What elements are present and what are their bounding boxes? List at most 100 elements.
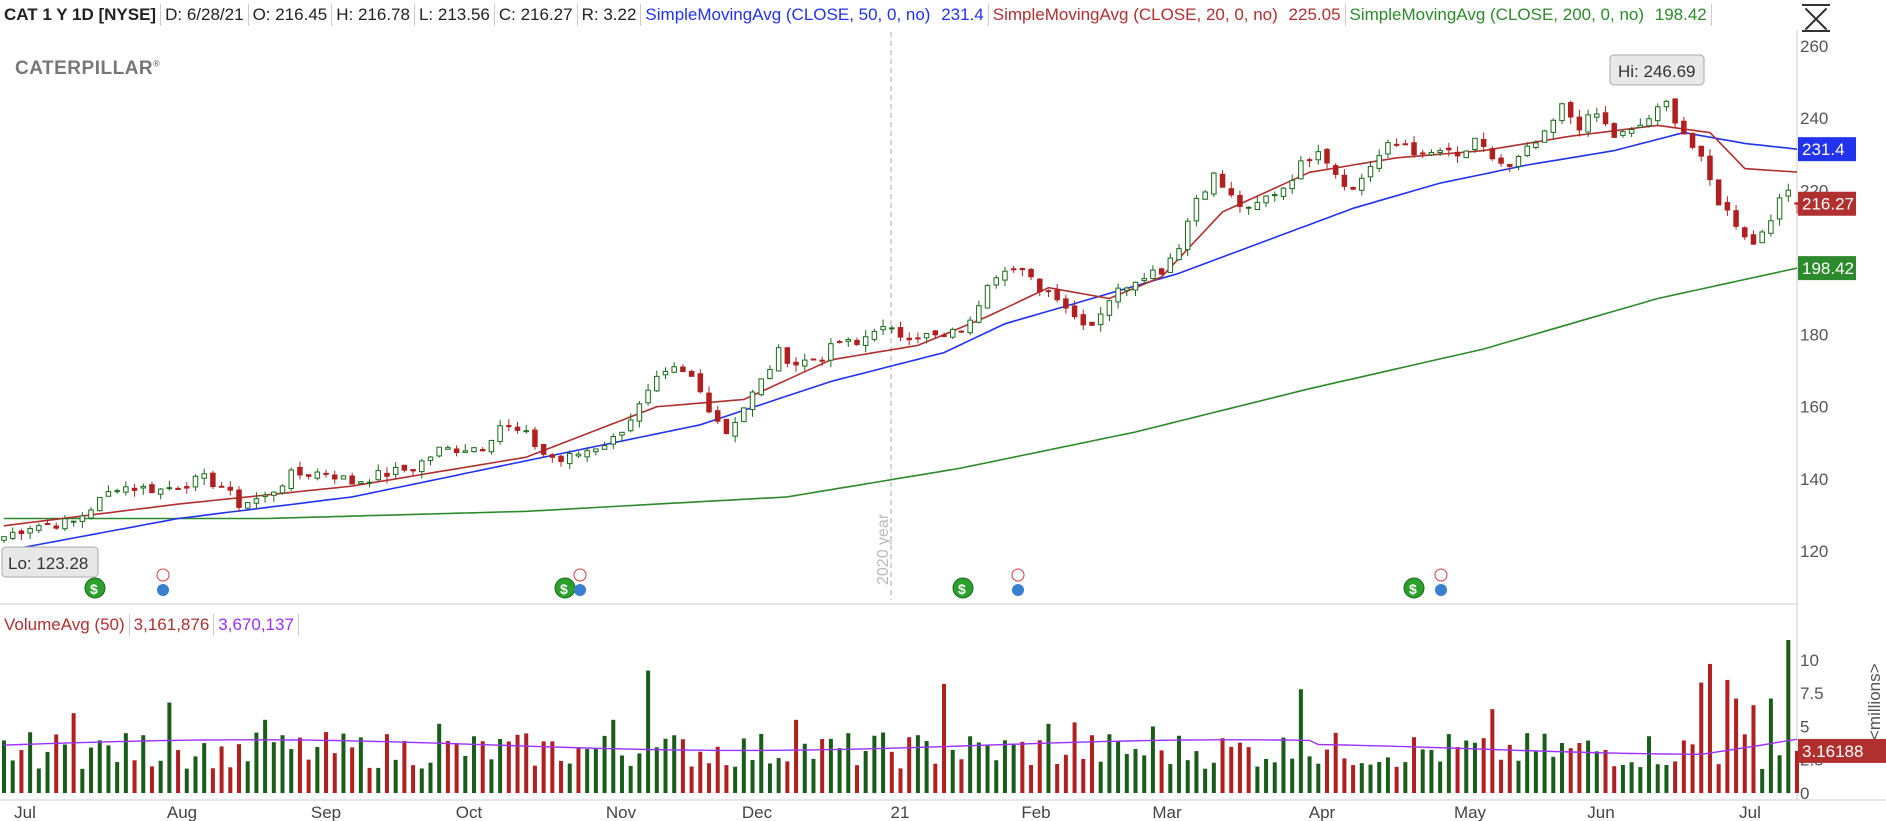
close-icon[interactable] xyxy=(1802,4,1830,32)
candle-body xyxy=(1672,98,1678,124)
candle-body xyxy=(1045,290,1052,293)
sma50-study[interactable]: SimpleMovingAvg (CLOSE, 50, 0, no) 231.4 xyxy=(641,4,989,26)
volume-bar xyxy=(472,736,477,793)
price-tick-label: 180 xyxy=(1800,326,1828,345)
candle-body xyxy=(1393,143,1400,146)
sma20-study[interactable]: SimpleMovingAvg (CLOSE, 20, 0, no) 225.0… xyxy=(989,4,1346,26)
candle-body xyxy=(1272,194,1278,197)
candle-body xyxy=(392,466,399,475)
volume-bar xyxy=(1237,742,1242,793)
candle-body xyxy=(288,469,294,489)
volume-bar xyxy=(445,740,450,793)
volume-bar xyxy=(611,719,616,793)
x-tick-label: Feb xyxy=(1021,803,1050,821)
volume-bar xyxy=(1081,758,1086,793)
volume-bar xyxy=(463,756,468,793)
dividend-icon-glyph: $ xyxy=(560,581,568,597)
sma50-label: SimpleMovingAvg (CLOSE, 50, 0, no) xyxy=(645,5,931,24)
volume-study-label[interactable]: VolumeAvg (50) xyxy=(0,614,130,636)
candle-body xyxy=(1698,145,1705,157)
volume-bar xyxy=(1116,740,1121,793)
volume-bar xyxy=(994,760,999,793)
volume-bar xyxy=(498,738,503,793)
candle-body xyxy=(340,475,347,480)
candle-body xyxy=(941,334,947,337)
sma200-study[interactable]: SimpleMovingAvg (CLOSE, 200, 0, no) 198.… xyxy=(1346,4,1712,26)
candle-body xyxy=(906,337,912,341)
volume-bar xyxy=(1246,747,1251,793)
candle-body xyxy=(802,359,808,367)
volume-bar xyxy=(1586,740,1591,793)
earnings-icon xyxy=(573,568,587,582)
volume-bar xyxy=(149,766,154,793)
candle-body xyxy=(1376,155,1382,169)
volume-bar xyxy=(1768,698,1773,793)
candle-body xyxy=(558,455,564,462)
volume-bar xyxy=(593,748,598,793)
candle-body xyxy=(749,391,756,411)
volume-tick-label: 5 xyxy=(1800,717,1809,736)
candle-body xyxy=(593,448,599,453)
volume-bar xyxy=(1568,748,1573,793)
volume-bar xyxy=(437,723,442,793)
candle-body xyxy=(1315,151,1322,161)
candle-body xyxy=(1028,269,1034,278)
candle-body xyxy=(854,339,860,345)
volume-bar xyxy=(254,732,259,793)
candle-body xyxy=(210,472,216,488)
high-label: H: 216.78 xyxy=(332,4,415,26)
candle-body xyxy=(366,481,373,484)
volume-bar xyxy=(280,735,285,793)
sma20-label: SimpleMovingAvg (CLOSE, 20, 0, no) xyxy=(992,5,1278,24)
candle-body xyxy=(514,426,521,431)
volume-bar xyxy=(1394,766,1399,793)
volume-bar xyxy=(750,759,755,793)
volume-bar xyxy=(898,768,903,793)
candle-body xyxy=(131,487,138,491)
logo-text: CATERPILLAR xyxy=(15,58,154,79)
candle-body xyxy=(1202,191,1208,200)
volume-bar xyxy=(985,745,990,793)
candle-body xyxy=(1637,124,1644,128)
candle-body xyxy=(1628,129,1635,134)
volume-bar xyxy=(71,713,76,793)
volume-tick-label: 0 xyxy=(1800,784,1809,803)
conference-icon xyxy=(1435,584,1447,596)
candle-body xyxy=(1332,165,1339,175)
volume-value: 3,161,876 xyxy=(130,614,215,636)
volume-bar xyxy=(306,759,311,793)
candle-body xyxy=(584,450,590,458)
candle-body xyxy=(1071,305,1078,318)
symbol-label[interactable]: CAT 1 Y 1D [NYSE] xyxy=(0,4,162,26)
candle-body xyxy=(1211,172,1217,195)
candle-body xyxy=(1141,278,1147,282)
volume-bar xyxy=(1612,766,1617,793)
candle-body xyxy=(532,429,538,447)
candle-body xyxy=(70,520,77,523)
candle-body xyxy=(1359,177,1365,191)
candle-body xyxy=(1228,188,1234,196)
volume-bar xyxy=(1211,762,1216,793)
candle-body xyxy=(96,496,103,512)
volume-bar xyxy=(1203,768,1208,793)
candle-body xyxy=(897,327,904,338)
volume-bar xyxy=(210,768,215,793)
candle-body xyxy=(88,509,94,519)
candle-body xyxy=(1681,120,1687,135)
volume-bar xyxy=(532,765,537,793)
volume-bar xyxy=(1142,755,1147,793)
volume-bar xyxy=(219,746,224,793)
price-tick-label: 140 xyxy=(1800,470,1828,489)
volume-bar xyxy=(1229,746,1234,793)
candle-body xyxy=(1324,148,1330,164)
volume-bar xyxy=(1272,762,1277,793)
volume-bar xyxy=(1594,751,1599,793)
volume-tick-label: 10 xyxy=(1800,651,1819,670)
candle-body xyxy=(331,474,338,480)
volume-bar xyxy=(637,753,642,793)
volume-tag-box xyxy=(1798,738,1886,763)
volume-bar xyxy=(1559,742,1564,793)
dividend-icon xyxy=(952,577,974,599)
candle-body xyxy=(44,523,51,526)
